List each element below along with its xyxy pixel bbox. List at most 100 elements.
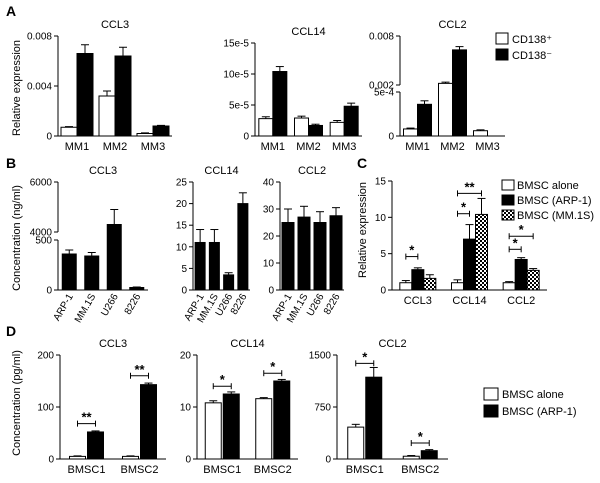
bar (308, 124, 323, 137)
bar (60, 126, 78, 137)
panel-label-a: A (6, 3, 16, 19)
bar (420, 450, 438, 460)
x-tick-label: MM3 (475, 141, 499, 153)
x-tick-label: 8226 (322, 292, 343, 317)
x-tick-label: MM1 (65, 141, 89, 153)
y-tick-label: 0 (46, 286, 52, 297)
legend-c-swatch-open (501, 179, 515, 191)
chart-title: CCL14 (291, 26, 325, 38)
bar (463, 238, 476, 291)
bar (136, 133, 154, 137)
bar (222, 393, 240, 460)
chart-title: CCL3 (99, 338, 127, 350)
x-tick-label: MM2 (440, 141, 464, 153)
bar (502, 282, 516, 291)
chart-title: CCL3 (101, 19, 129, 31)
y-tick-label: 0.004 (27, 82, 52, 93)
bar (399, 282, 413, 291)
bar (411, 269, 425, 291)
y-tick-label: 0.008 (369, 32, 394, 43)
bar (258, 118, 274, 137)
significance-mark: * (409, 243, 415, 258)
x-tick-label: MM3 (141, 141, 165, 153)
y-tick-label: 5 (380, 249, 386, 260)
significance-mark: * (270, 359, 276, 374)
bar (69, 455, 86, 460)
significance-mark: ** (464, 179, 475, 194)
panel-label-c: C (357, 155, 367, 171)
legend-c: BMSC alone BMSC (ARP-1) BMSC (MM.1S) (501, 179, 594, 222)
bar (281, 222, 295, 291)
y-tick-label: 10 (180, 403, 192, 414)
chart-d3: 0 750 1500 CCL2 BMSC1 BMSC2 * * (309, 338, 448, 476)
bar (208, 241, 220, 291)
chart-title: CCL14 (204, 165, 238, 177)
y-tick-label: 10 (263, 259, 275, 270)
x-tick-label: U266 (305, 292, 327, 319)
bar (106, 224, 122, 291)
bar (129, 287, 145, 291)
y-tick-label: 5e-4 (374, 88, 394, 99)
y-tick-label: 5e-5 (229, 101, 249, 112)
significance-mark: ** (81, 410, 92, 425)
x-tick-label: MM2 (103, 141, 127, 153)
ylabel-b: Concentration (ng/ml) (11, 185, 23, 291)
chart-title: CCL2 (298, 165, 326, 177)
legend-a-label-1: CD138⁺ (512, 34, 552, 46)
y-tick-label: 0.008 (27, 32, 52, 43)
y-tick-label: 15e-5 (223, 39, 249, 50)
y-tick-label: 0.002 (369, 81, 394, 92)
y-tick-label: 25 (176, 178, 188, 189)
bar (237, 203, 249, 291)
legend-c-label-1: BMSC alone (517, 180, 579, 192)
significance-mark: * (513, 235, 519, 250)
bar (61, 253, 77, 291)
bar (343, 105, 359, 137)
x-tick-label: BMSC2 (121, 464, 159, 476)
y-tick-label: 1500 (309, 351, 332, 362)
chart-title: CCL3 (89, 165, 117, 177)
bar (423, 277, 437, 291)
bar (451, 282, 464, 291)
legend-c-label-3: BMSC (MM.1S) (517, 210, 594, 222)
y-tick-label: 10 (176, 242, 188, 253)
y-tick-label: 100 (37, 403, 54, 414)
y-tick-label: 0 (325, 455, 331, 466)
x-tick-label: ARP-1 (52, 292, 76, 323)
panel-label-b: B (6, 155, 16, 171)
y-tick-label: 15 (375, 177, 387, 188)
bar (417, 103, 432, 137)
y-tick-label: 4000 (30, 228, 53, 239)
legend-d: BMSC alone BMSC (ARP-1) (483, 387, 577, 418)
bar (152, 125, 170, 137)
chart-d1: 0 100 200 CCL3 BMSC1 BMSC2 ** ** (37, 338, 166, 476)
x-tick-label: CCL14 (452, 295, 486, 307)
x-tick-label: CCL3 (404, 295, 432, 307)
legend-a-swatch-open (495, 32, 509, 45)
y-tick-label: 750 (314, 403, 331, 414)
bar (122, 455, 139, 460)
bar (402, 455, 420, 460)
bar (403, 128, 418, 137)
legend-a-label-2: CD138⁻ (512, 50, 552, 62)
legend-c-swatch-filled (501, 194, 515, 206)
y-tick-label: 200 (37, 351, 54, 362)
y-tick-label: 20 (263, 232, 275, 243)
y-tick-label: 20 (176, 199, 188, 210)
x-tick-label: BMSC1 (203, 464, 241, 476)
bar (140, 384, 157, 460)
y-tick-label: 30 (263, 205, 275, 216)
chart-a3: 0 5e-40.002 0.008 CCL2 MM1 MM2 MM3 (369, 19, 505, 153)
chart-title: CCL2 (378, 338, 406, 350)
legend-d-swatch-filled (483, 404, 499, 418)
bar (475, 213, 488, 291)
y-tick-label: 10e-5 (223, 70, 249, 81)
chart-title: CCL14 (230, 338, 264, 350)
bar (194, 241, 206, 291)
x-tick-label: CCL2 (507, 295, 535, 307)
bar (329, 215, 343, 291)
